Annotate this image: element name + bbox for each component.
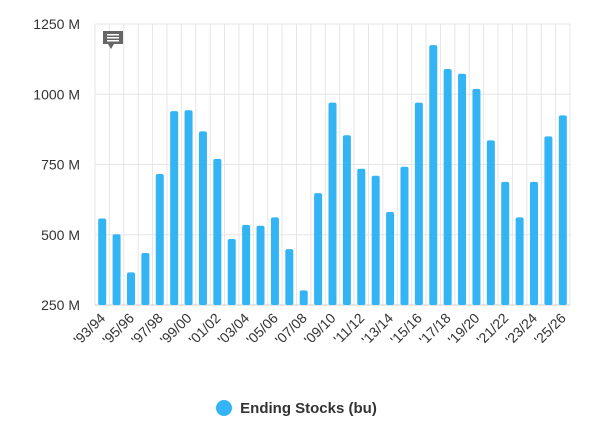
x-tick-label: '07/08	[272, 310, 310, 348]
x-tick-label: '97/98	[128, 310, 166, 348]
y-tick-label: 500 M	[41, 227, 80, 243]
bar[interactable]	[256, 225, 265, 305]
bar[interactable]	[443, 68, 452, 306]
bar[interactable]	[299, 290, 308, 305]
bar[interactable]	[342, 135, 351, 305]
bar[interactable]	[414, 102, 423, 306]
bar[interactable]	[170, 111, 179, 305]
bar[interactable]	[314, 193, 323, 305]
bar[interactable]	[530, 181, 539, 305]
bar-series	[98, 45, 567, 306]
bar[interactable]	[357, 168, 366, 305]
bar[interactable]	[386, 211, 395, 305]
x-tick-label: '13/14	[358, 310, 396, 348]
x-tick-label: '19/20	[445, 310, 483, 348]
bar[interactable]	[328, 102, 337, 306]
y-tick-label: 1000 M	[33, 86, 80, 102]
chat-bubble-icon[interactable]	[102, 30, 124, 50]
y-tick-label: 1250 M	[33, 16, 80, 32]
legend[interactable]: Ending Stocks (bu)	[0, 400, 593, 417]
x-tick-label: '93/94	[70, 310, 108, 348]
bar[interactable]	[270, 217, 279, 305]
bar[interactable]	[458, 73, 467, 305]
bar[interactable]	[155, 174, 164, 305]
bar[interactable]	[141, 253, 150, 305]
bar[interactable]	[544, 136, 553, 305]
bar[interactable]	[98, 218, 107, 305]
bar[interactable]	[400, 166, 409, 305]
bar[interactable]	[213, 158, 222, 305]
bar[interactable]	[371, 175, 380, 305]
y-axis: 250 M 500 M 750 M 1000 M 1250 M	[33, 16, 80, 313]
bar[interactable]	[558, 115, 567, 305]
y-tick-label: 250 M	[41, 297, 80, 313]
bar[interactable]	[184, 110, 193, 305]
x-tick-label: '15/16	[387, 310, 425, 348]
y-tick-label: 750 M	[41, 157, 80, 173]
x-tick-label: '95/96	[99, 310, 137, 348]
x-tick-label: '01/02	[185, 310, 223, 348]
x-tick-label: '09/10	[301, 310, 339, 348]
bar[interactable]	[429, 45, 438, 305]
x-tick-label: '05/06	[243, 310, 281, 348]
bar[interactable]	[515, 217, 524, 305]
bar[interactable]	[472, 88, 481, 305]
bar[interactable]	[227, 238, 236, 305]
x-tick-label: '21/22	[473, 310, 511, 348]
bar[interactable]	[285, 249, 294, 305]
grid-lines	[94, 23, 571, 306]
bar[interactable]	[112, 234, 121, 305]
legend-label: Ending Stocks (bu)	[240, 400, 377, 417]
bar[interactable]	[198, 131, 207, 305]
bar[interactable]	[486, 140, 495, 305]
x-tick-label: '03/04	[214, 310, 252, 348]
bar[interactable]	[126, 272, 135, 305]
x-tick-label: '23/24	[502, 310, 540, 348]
bar[interactable]	[501, 181, 510, 305]
x-tick-label: '25/26	[531, 310, 569, 348]
x-tick-label: '99/00	[157, 310, 195, 348]
legend-marker	[216, 400, 233, 416]
x-tick-label: '17/18	[416, 310, 454, 348]
x-axis: '93/94'95/96'97/98'99/00'01/02'03/04'05/…	[70, 310, 569, 348]
bar[interactable]	[242, 224, 251, 305]
